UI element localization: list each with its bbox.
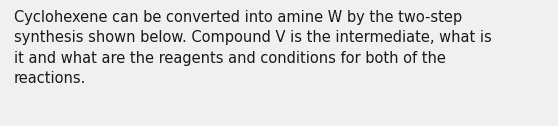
Text: Cyclohexene can be converted into amine W by the two-step
synthesis shown below.: Cyclohexene can be converted into amine … [14,10,492,86]
